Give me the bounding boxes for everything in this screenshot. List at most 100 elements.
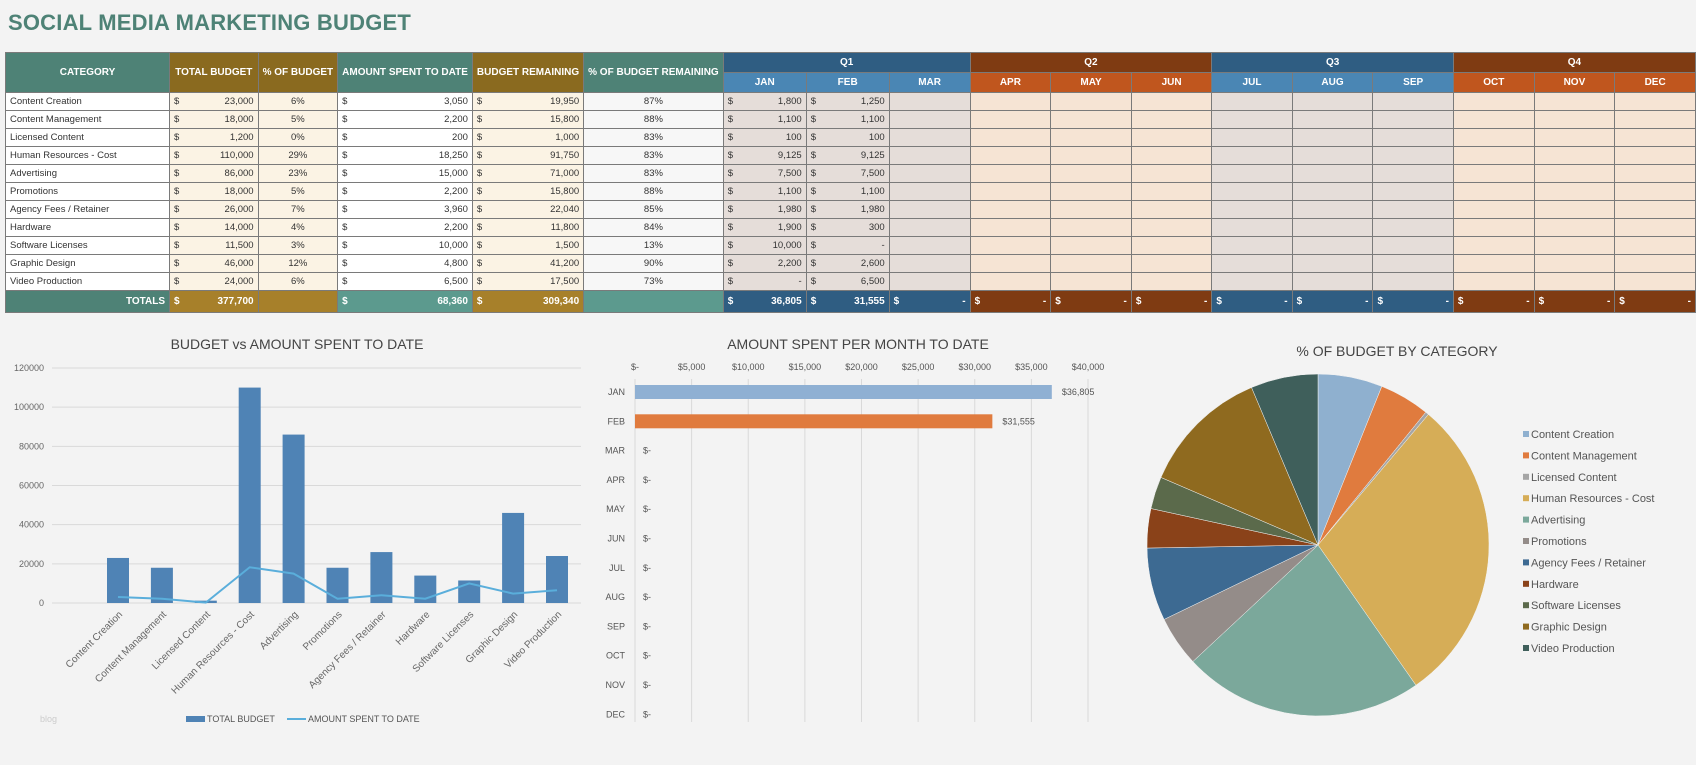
month-cell[interactable] [1291,128,1374,147]
category-cell[interactable]: Graphic Design [4,254,171,273]
month-cell[interactable] [969,128,1052,147]
month-cell[interactable] [1452,146,1535,165]
month-cell[interactable]: $300 [805,218,890,237]
month-cell[interactable] [888,254,971,273]
month-cell[interactable] [1614,236,1696,255]
pct-budget-cell[interactable]: 7% [257,200,339,219]
month-cell[interactable] [1452,200,1535,219]
pct-budget-cell[interactable]: 3% [257,236,339,255]
month-cell[interactable] [1211,218,1293,237]
month-cell[interactable] [1614,272,1696,291]
budget-remaining-cell[interactable]: $1,500 [471,236,585,255]
month-cell[interactable] [1372,200,1454,219]
month-cell[interactable] [1211,92,1293,111]
budget-remaining-cell[interactable]: $15,800 [471,182,585,201]
month-cell[interactable] [888,146,971,165]
totals-month-cell[interactable]: $ - [1130,290,1213,313]
month-cell[interactable] [969,254,1052,273]
totals-month-cell[interactable]: $ - [888,290,971,313]
month-cell[interactable] [1050,128,1132,147]
month-cell[interactable] [1291,200,1374,219]
month-cell[interactable] [1050,254,1132,273]
totals-amount-spent[interactable]: $68,360 [337,290,473,313]
total-budget-cell[interactable]: $11,500 [169,236,259,255]
month-cell[interactable] [1372,92,1454,111]
amount-spent-cell[interactable]: $2,200 [337,218,473,237]
pct-budget-cell[interactable]: 5% [257,110,339,129]
totals-month-cell[interactable]: $ - [1372,290,1454,313]
month-cell[interactable] [1533,254,1616,273]
pct-budget-cell[interactable]: 23% [257,164,339,183]
month-cell[interactable] [1211,236,1293,255]
pct-budget-cell[interactable]: 29% [257,146,339,165]
month-cell[interactable]: $1,100 [722,110,807,129]
budget-remaining-cell[interactable]: $91,750 [471,146,585,165]
month-cell[interactable] [969,200,1052,219]
month-cell[interactable] [1614,218,1696,237]
month-cell[interactable] [888,236,971,255]
month-cell[interactable] [1614,146,1696,165]
totals-month-cell[interactable]: $ - [1291,290,1374,313]
month-cell[interactable]: $100 [722,128,807,147]
month-cell[interactable] [1291,92,1374,111]
budget-remaining-cell[interactable]: $11,800 [471,218,585,237]
month-cell[interactable] [1614,164,1696,183]
month-cell[interactable] [1614,254,1696,273]
month-cell[interactable]: $9,125 [722,146,807,165]
category-cell[interactable]: Hardware [4,218,171,237]
totals-month-cell[interactable]: $ - [969,290,1052,313]
category-cell[interactable]: Content Management [4,110,171,129]
totals-month-cell[interactable]: $ - [1533,290,1616,313]
pct-remaining-cell[interactable]: 73% [583,272,724,291]
totals-month-cell[interactable]: $ - [1614,290,1696,313]
month-cell[interactable] [969,182,1052,201]
pct-remaining-cell[interactable]: 85% [583,200,724,219]
month-cell[interactable] [1291,272,1374,291]
pct-remaining-cell[interactable]: 87% [583,92,724,111]
budget-remaining-cell[interactable]: $22,040 [471,200,585,219]
month-cell[interactable] [888,218,971,237]
category-cell[interactable]: Software Licenses [4,236,171,255]
month-cell[interactable] [1533,164,1616,183]
amount-spent-cell[interactable]: $18,250 [337,146,473,165]
month-cell[interactable]: $6,500 [805,272,890,291]
amount-spent-cell[interactable]: $2,200 [337,110,473,129]
month-cell[interactable] [1050,110,1132,129]
month-cell[interactable] [1050,146,1132,165]
budget-remaining-cell[interactable]: $19,950 [471,92,585,111]
amount-spent-cell[interactable]: $6,500 [337,272,473,291]
month-cell[interactable] [888,110,971,129]
totals-month-cell[interactable]: $36,805 [722,290,807,313]
month-cell[interactable]: $1,980 [722,200,807,219]
totals-month-cell[interactable]: $31,555 [805,290,890,313]
budget-remaining-cell[interactable]: $1,000 [471,128,585,147]
total-budget-cell[interactable]: $110,000 [169,146,259,165]
month-cell[interactable]: $2,200 [722,254,807,273]
month-cell[interactable] [1050,164,1132,183]
month-cell[interactable] [1614,110,1696,129]
month-cell[interactable] [969,110,1052,129]
totals-month-cell[interactable]: $ - [1211,290,1293,313]
month-cell[interactable] [1130,182,1213,201]
pct-remaining-cell[interactable]: 83% [583,128,724,147]
month-cell[interactable] [888,182,971,201]
month-cell[interactable]: $100 [805,128,890,147]
month-cell[interactable] [1130,128,1213,147]
month-cell[interactable] [1533,92,1616,111]
month-cell[interactable] [888,164,971,183]
month-cell[interactable]: $1,980 [805,200,890,219]
month-cell[interactable] [1614,92,1696,111]
totals-total-budget[interactable]: $377,700 [169,290,259,313]
month-cell[interactable] [1211,110,1293,129]
pct-remaining-cell[interactable]: 88% [583,182,724,201]
month-cell[interactable] [1452,218,1535,237]
month-cell[interactable] [1291,254,1374,273]
category-cell[interactable]: Advertising [4,164,171,183]
month-cell[interactable] [1372,272,1454,291]
month-cell[interactable] [1452,110,1535,129]
pct-remaining-cell[interactable]: 84% [583,218,724,237]
total-budget-cell[interactable]: $23,000 [169,92,259,111]
month-cell[interactable] [1291,236,1374,255]
pct-budget-cell[interactable]: 6% [257,272,339,291]
month-cell[interactable] [1372,164,1454,183]
